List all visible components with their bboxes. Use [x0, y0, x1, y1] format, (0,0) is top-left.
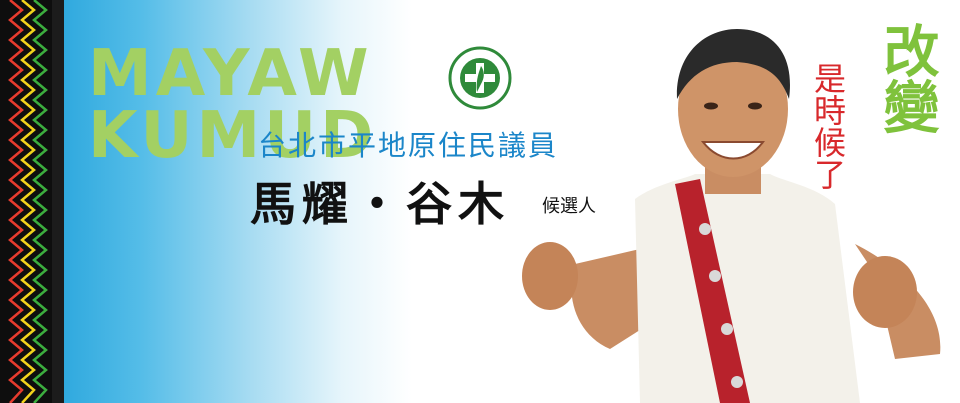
office-title: 台北市平地原住民議員 — [258, 129, 559, 162]
slogan-big: 改變 — [874, 22, 939, 134]
tribal-pattern-border — [0, 0, 52, 403]
candidate-suffix: 候選人 — [542, 196, 596, 217]
slogan-small: 是時候了 — [809, 62, 847, 190]
candidate-name: 馬耀・谷木 — [250, 177, 510, 231]
edge-strip — [52, 0, 64, 403]
dpp-party-logo — [448, 46, 512, 110]
zigzag-pattern-icon — [8, 0, 48, 403]
latin-name-line2: KUMUD — [88, 99, 378, 173]
latin-name-line1: MAYAW — [88, 37, 373, 111]
candidate-portrait — [522, 29, 941, 403]
